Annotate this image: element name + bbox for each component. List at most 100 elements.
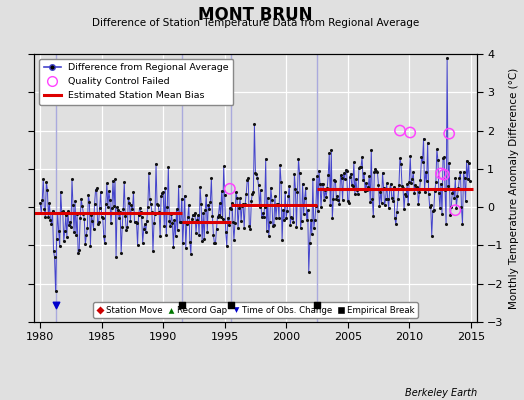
Point [197, 200, 205, 207]
Point [334, 197, 343, 204]
Point [247, 198, 256, 204]
Point [269, 222, 277, 229]
Point [75, 246, 83, 253]
Point [154, 202, 162, 208]
Point [249, 189, 258, 195]
Point [73, 211, 81, 217]
Point [415, 189, 423, 195]
Point [94, 219, 103, 225]
Point [151, 211, 159, 218]
Point [259, 214, 268, 220]
Point [194, 212, 202, 218]
Point [280, 217, 288, 223]
Point [432, 179, 440, 186]
Point [102, 201, 110, 207]
Point [460, 169, 468, 175]
Point [139, 226, 148, 232]
Point [281, 188, 289, 195]
Point [254, 182, 263, 188]
Point [375, 203, 384, 209]
Point [134, 242, 142, 248]
Point [378, 170, 387, 176]
Point [324, 172, 332, 178]
Point [226, 205, 234, 211]
Point [168, 220, 177, 226]
Point [246, 226, 255, 232]
Point [463, 176, 472, 182]
Point [388, 194, 396, 201]
Point [119, 206, 127, 212]
Point [311, 216, 319, 223]
Point [89, 225, 97, 232]
Point [384, 196, 392, 202]
Point [462, 157, 471, 164]
Point [208, 213, 216, 219]
Point [121, 212, 129, 219]
Point [421, 169, 430, 175]
Point [307, 216, 315, 223]
Point [232, 189, 240, 196]
Point [266, 219, 274, 226]
Point [166, 223, 174, 230]
Point [377, 200, 386, 206]
Point [54, 228, 63, 234]
Point [313, 173, 321, 180]
Point [391, 221, 400, 228]
Point [120, 179, 128, 185]
Point [82, 232, 91, 238]
Point [44, 213, 52, 220]
Point [287, 214, 296, 220]
Point [429, 208, 437, 214]
Point [449, 186, 457, 192]
Point [138, 239, 147, 246]
Point [40, 206, 49, 212]
Text: Berkeley Earth: Berkeley Earth [405, 388, 477, 398]
Point [235, 204, 243, 211]
Point [80, 216, 89, 222]
Point [425, 204, 434, 210]
Point [141, 228, 150, 235]
Point [445, 160, 453, 166]
Point [67, 224, 75, 230]
Point [183, 214, 192, 220]
Point [273, 201, 281, 207]
Point [93, 220, 102, 227]
Point [455, 175, 464, 182]
Point [350, 159, 358, 165]
Point [407, 180, 416, 186]
Point [130, 219, 139, 225]
Point [354, 190, 362, 197]
Point [298, 218, 306, 224]
Point [52, 236, 61, 242]
Point [160, 223, 168, 229]
Point [413, 183, 422, 190]
Point [410, 190, 419, 196]
Point [322, 194, 330, 200]
Point [328, 215, 336, 222]
Point [343, 168, 351, 174]
Point [216, 214, 225, 220]
Point [265, 233, 273, 239]
Point [346, 170, 355, 177]
Point [320, 196, 329, 203]
Point [149, 248, 157, 255]
Point [458, 221, 467, 228]
Point [331, 178, 340, 184]
Point [231, 220, 239, 226]
Point [118, 224, 126, 230]
Point [191, 210, 199, 216]
Point [312, 203, 320, 210]
Point [279, 207, 287, 214]
Point [112, 254, 120, 260]
Point [452, 204, 461, 211]
Point [358, 154, 366, 160]
Point [174, 183, 183, 189]
Point [400, 206, 408, 212]
Point [418, 158, 427, 165]
Point [327, 146, 335, 153]
Point [110, 202, 118, 209]
Point [379, 184, 388, 191]
Point [124, 195, 133, 201]
Point [391, 214, 399, 221]
Point [211, 240, 220, 247]
